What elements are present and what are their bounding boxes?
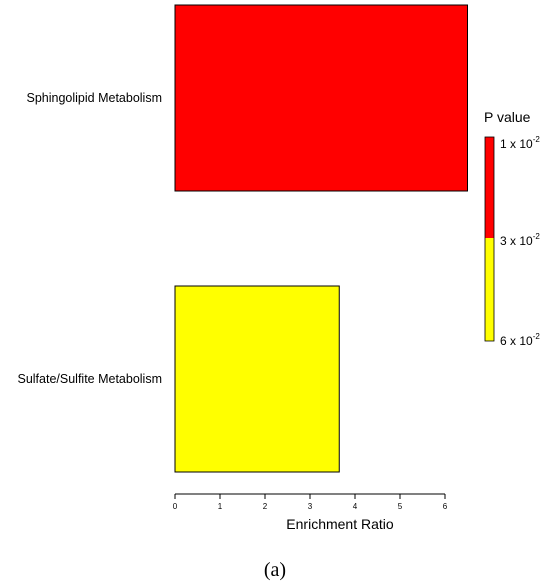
category-label-2: Sulfate/Sulfite Metabolism xyxy=(17,372,162,386)
x-tick-label-4: 4 xyxy=(353,502,358,511)
x-tick-label-5: 5 xyxy=(398,502,403,511)
legend-label-2: 3 x 10-2 xyxy=(500,232,540,248)
legend-label-exponent: -2 xyxy=(533,135,541,144)
legend-label-exponent: -2 xyxy=(533,332,541,341)
legend-bar-outline xyxy=(484,136,495,342)
category-labels: Sphingolipid Metabolism Sulfate/Sulfite M… xyxy=(17,91,162,386)
legend-title: P value xyxy=(484,109,531,125)
legend: P value 1 x 10-23 x 10-26 x 10-2 xyxy=(484,109,540,348)
x-tick-label-6: 6 xyxy=(443,502,448,511)
legend-label-1: 1 x 10-2 xyxy=(500,135,540,151)
legend-label-base: 1 x 10 xyxy=(500,137,533,151)
bars-group xyxy=(174,4,468,473)
legend-label-exponent: -2 xyxy=(533,232,541,241)
figure-caption: (a) xyxy=(264,559,286,581)
category-label-1: Sphingolipid Metabolism xyxy=(27,91,163,105)
legend-swatch-1 xyxy=(485,137,494,238)
legend-swatch-2 xyxy=(485,238,494,341)
legend-label-3: 6 x 10-2 xyxy=(500,332,540,348)
bar-1 xyxy=(174,4,468,192)
bar-2 xyxy=(174,285,340,473)
legend-label-base: 6 x 10 xyxy=(500,334,533,348)
x-tick-label-3: 3 xyxy=(308,502,313,511)
x-tick-label-0: 0 xyxy=(173,502,178,511)
x-axis-title: Enrichment Ratio xyxy=(286,516,394,532)
x-tick-label-1: 1 xyxy=(218,502,223,511)
legend-label-base: 3 x 10 xyxy=(500,234,533,248)
x-tick-label-2: 2 xyxy=(263,502,268,511)
x-axis: 0 1 2 3 4 5 6 xyxy=(173,493,448,511)
